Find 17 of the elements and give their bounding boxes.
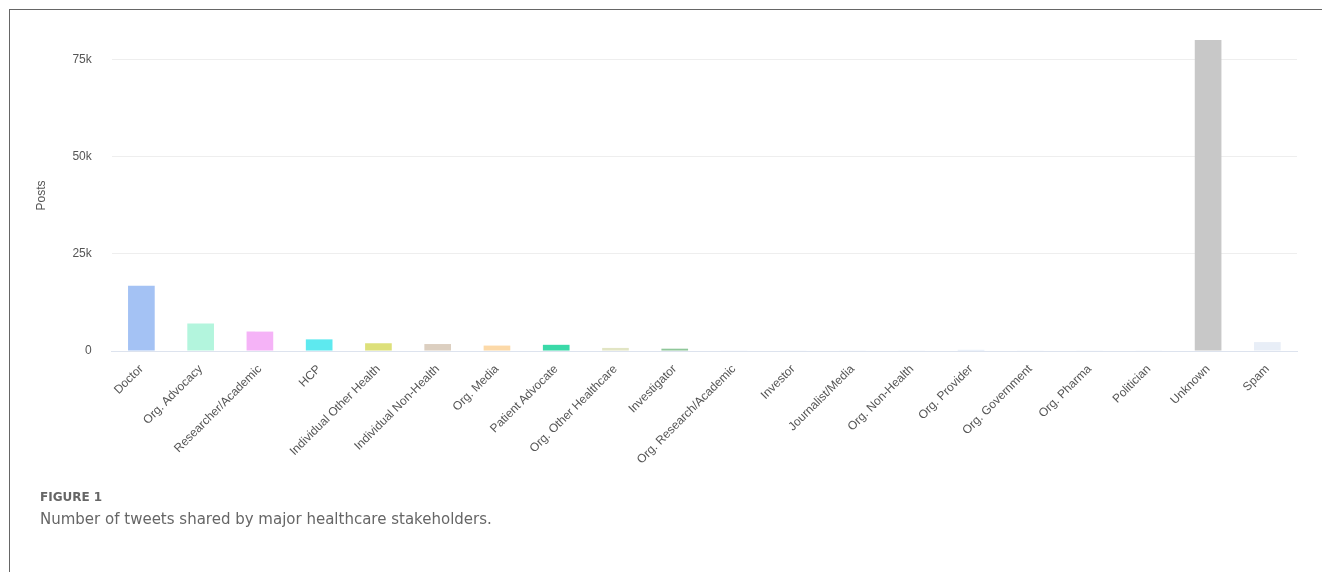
y-axis-title: Posts — [33, 180, 48, 211]
bar — [246, 331, 274, 351]
y-tick-label: 50k — [72, 148, 93, 163]
bar — [365, 343, 392, 351]
bar — [187, 323, 214, 351]
caption: FIGURE 1 — [40, 490, 104, 504]
bar — [602, 347, 629, 351]
y-tick-label: 0 — [85, 343, 93, 358]
bar — [424, 344, 452, 351]
bar — [542, 344, 570, 351]
bar — [128, 285, 155, 351]
bar — [483, 345, 511, 351]
bar — [1194, 40, 1222, 351]
y-tick-label: 75k — [72, 51, 93, 66]
y-tick-label: 25k — [72, 246, 93, 261]
bar — [305, 339, 333, 351]
text: Number of tweets shared by major healthcare stakeholders. — [40, 510, 492, 528]
